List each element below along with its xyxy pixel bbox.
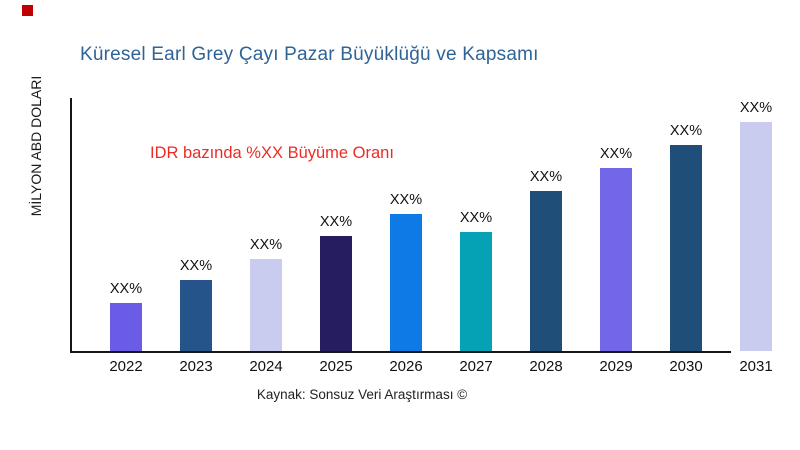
bar-value-label-2025: XX% [319, 214, 353, 230]
bar-2031 [740, 122, 772, 351]
bar-value-label-2029: XX% [599, 146, 633, 162]
x-tick-label-2031: 2031 [739, 358, 773, 375]
x-tick-label-2030: 2030 [669, 358, 703, 375]
bar-2025 [320, 236, 352, 351]
bar-value-label-2023: XX% [179, 258, 213, 274]
bar-2027 [460, 232, 492, 351]
x-tick-label-2022: 2022 [109, 358, 143, 375]
source-attribution: Kaynak: Sonsuz Veri Araştırması © [256, 387, 468, 402]
bar-value-label-2022: XX% [109, 281, 143, 297]
brand-mark-square [22, 5, 33, 16]
x-tick-label-2026: 2026 [389, 358, 423, 375]
bar-value-label-2024: XX% [249, 237, 283, 253]
x-tick-label-2024: 2024 [249, 358, 283, 375]
chart-title: Küresel Earl Grey Çayı Pazar Büyüklüğü v… [80, 44, 539, 65]
bar-2030 [670, 145, 702, 351]
bar-value-label-2026: XX% [389, 192, 423, 208]
bar-2023 [180, 280, 212, 351]
bar-2029 [600, 168, 632, 351]
y-axis-line [70, 98, 72, 352]
bar-2022 [110, 303, 142, 351]
x-axis-line [70, 351, 731, 353]
x-tick-label-2028: 2028 [529, 358, 563, 375]
bar-2026 [390, 214, 422, 351]
bar-2024 [250, 259, 282, 351]
bar-2028 [530, 191, 562, 351]
x-tick-label-2029: 2029 [599, 358, 633, 375]
bar-value-label-2027: XX% [459, 210, 493, 226]
bar-value-label-2030: XX% [669, 123, 703, 139]
bar-value-label-2031: XX% [739, 100, 773, 116]
growth-rate-annotation: IDR bazında %XX Büyüme Oranı [150, 144, 394, 162]
bar-value-label-2028: XX% [529, 169, 563, 185]
x-tick-label-2027: 2027 [459, 358, 493, 375]
x-tick-label-2025: 2025 [319, 358, 353, 375]
y-axis-label: MİLYON ABD DOLARI [28, 75, 44, 217]
x-tick-label-2023: 2023 [179, 358, 213, 375]
